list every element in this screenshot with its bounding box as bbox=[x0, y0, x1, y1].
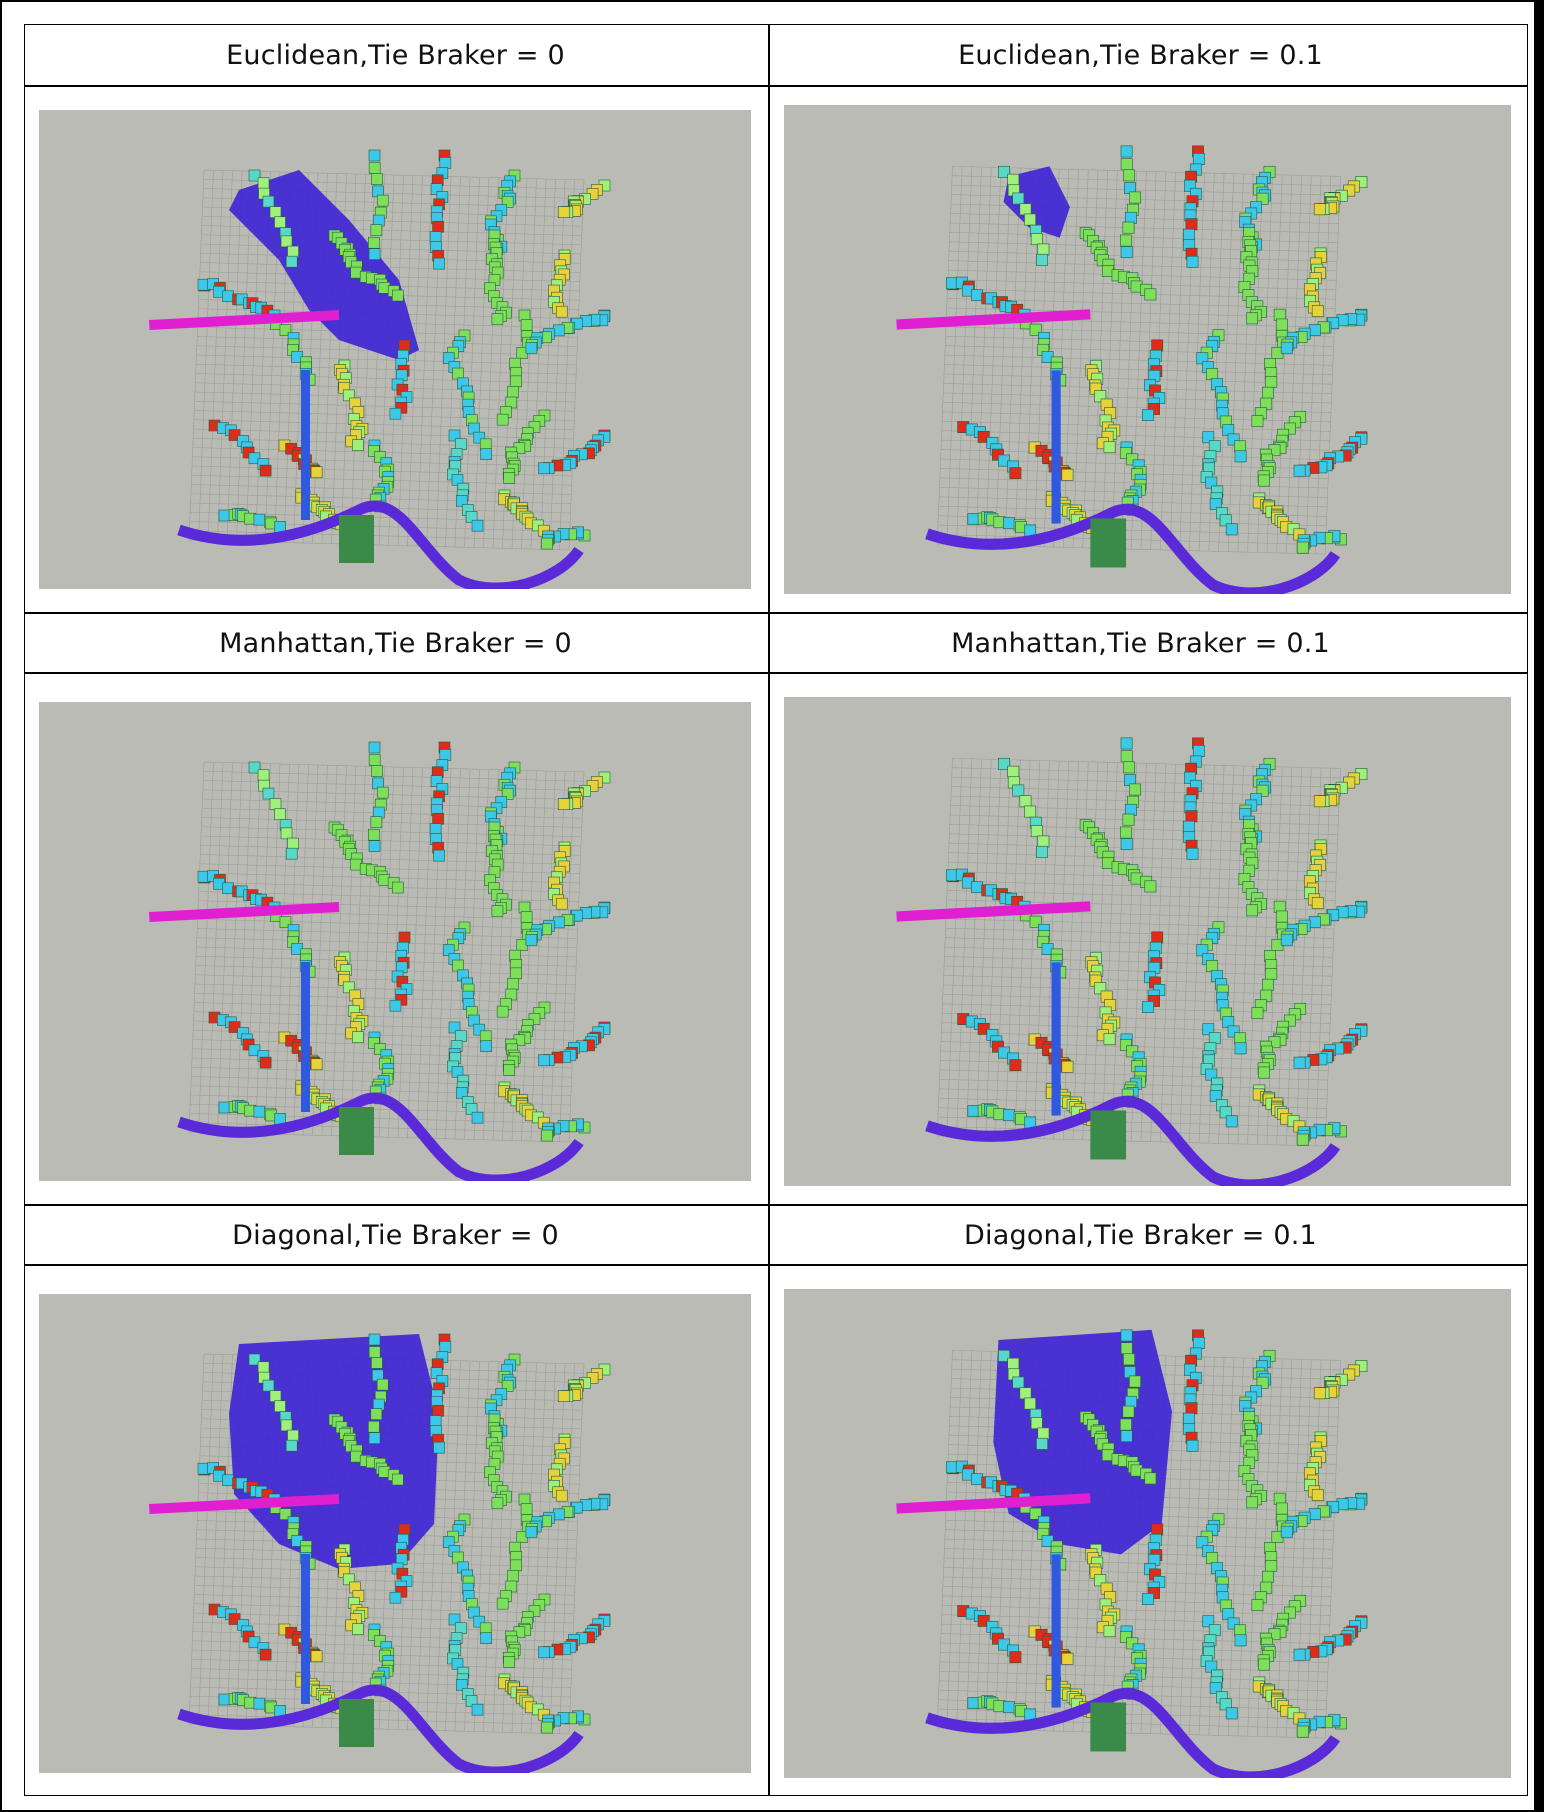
cell-title-euclidean-0: Euclidean,Tie Braker = 0 bbox=[226, 39, 565, 71]
cell-title-manhattan-0: Manhattan,Tie Braker = 0 bbox=[219, 627, 572, 659]
planner-render-euclidean-0 bbox=[39, 110, 751, 589]
row-divider bbox=[25, 85, 1527, 87]
planner-render-diagonal-0 bbox=[39, 1294, 751, 1773]
row-divider bbox=[25, 1204, 1527, 1206]
cell-title-manhattan-01: Manhattan,Tie Braker = 0.1 bbox=[951, 627, 1330, 659]
row-divider bbox=[25, 672, 1527, 674]
planner-render-diagonal-01 bbox=[784, 1289, 1511, 1778]
row-divider bbox=[25, 1264, 1527, 1266]
cell-title-euclidean-01: Euclidean,Tie Braker = 0.1 bbox=[958, 39, 1323, 71]
planner-render-euclidean-01 bbox=[784, 105, 1511, 594]
cell-title-diagonal-0: Diagonal,Tie Braker = 0 bbox=[232, 1219, 559, 1251]
row-divider bbox=[25, 612, 1527, 614]
column-divider bbox=[768, 25, 770, 1795]
planner-render-manhattan-01 bbox=[784, 697, 1511, 1186]
planner-render-manhattan-0 bbox=[39, 702, 751, 1181]
cell-title-diagonal-01: Diagonal,Tie Braker = 0.1 bbox=[964, 1219, 1317, 1251]
comparison-table: Euclidean,Tie Braker = 0 Euclidean,Tie B… bbox=[24, 24, 1528, 1796]
